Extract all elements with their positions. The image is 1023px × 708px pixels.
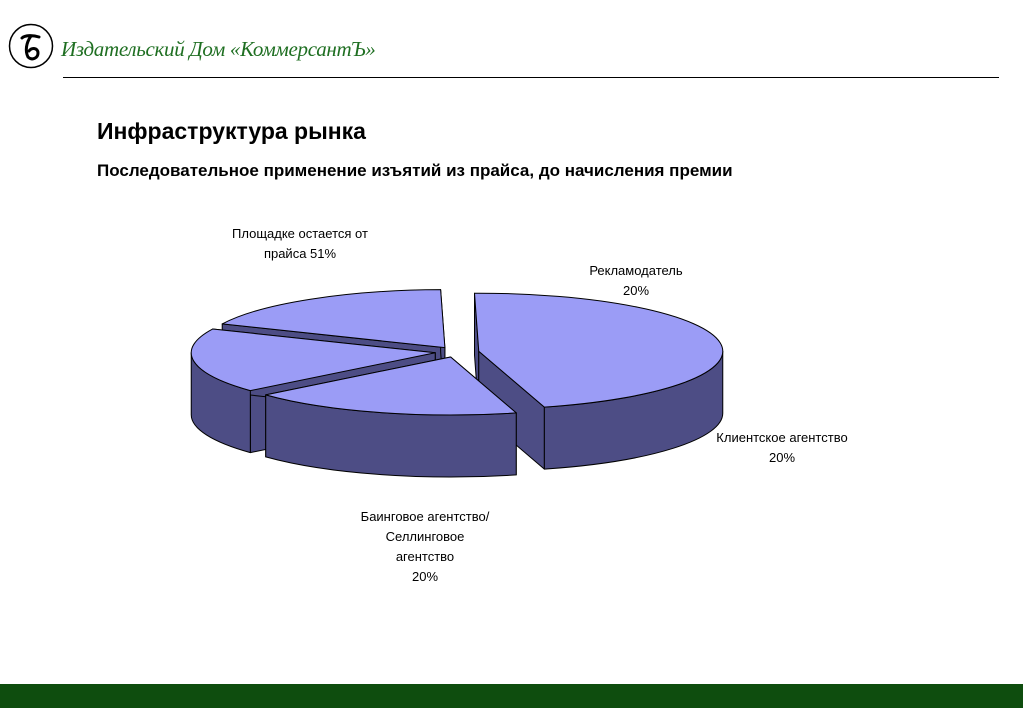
pie-slice-advertiser: [265, 356, 517, 416]
slice-label-buying-agency: Баинговое агентство/ Селлинговое агентст…: [360, 509, 490, 584]
slide-subtitle: Последовательное применение изъятий из п…: [97, 161, 733, 180]
header-divider: [63, 77, 999, 78]
kommersant-logo-icon: [8, 23, 54, 69]
slice-label-platform: Площадке остается от прайса 51%: [232, 226, 368, 261]
pie-slice-client-agency: [190, 328, 436, 392]
footer-bar: [0, 684, 1023, 708]
brand-name: Издательский Дом «КоммерсантЪ»: [61, 37, 376, 61]
slide-title: Инфраструктура рынка: [97, 118, 366, 144]
pie-slice-buying-agency: [221, 289, 446, 349]
slice-label-advertiser: Рекламодатель 20%: [589, 263, 683, 298]
pie-slice-platform: [474, 292, 724, 408]
slice-label-client-agency: Клиентское агентство 20%: [716, 430, 848, 465]
